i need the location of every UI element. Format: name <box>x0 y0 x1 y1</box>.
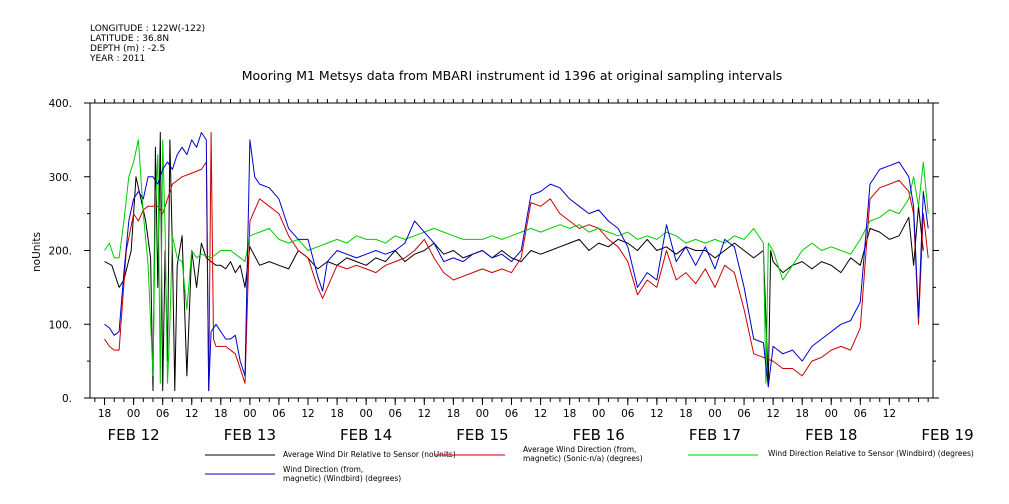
y-tick-label: 200. <box>49 246 72 258</box>
legend-label-2-line2: magnetic) (Sonic-n/a) (degrees) <box>523 454 643 463</box>
x-hour-label: 12 <box>883 408 896 420</box>
y-tick-label: 0. <box>62 393 72 405</box>
legend-label-1: Average Wind Dir Relative to Sensor (noU… <box>283 450 456 459</box>
series-layer <box>104 132 929 392</box>
x-hour-label: 12 <box>185 408 198 420</box>
x-hour-label: 18 <box>214 408 227 420</box>
x-hour-label: 00 <box>127 408 140 420</box>
x-day-label: FEB 18 <box>805 426 857 444</box>
legend: Average Wind Dir Relative to Sensor (noU… <box>205 445 974 483</box>
x-hour-label: 00 <box>708 408 721 420</box>
latitude-label: LATITUDE : 36.8N <box>90 34 169 44</box>
y-tick-label: 100. <box>49 319 72 331</box>
x-axis-ticks: 18 00 06 12 18 00 06 12 18 00 06 12 18 00 06 12 18 00 06 12… <box>94 99 974 444</box>
x-hour-label: 00 <box>476 408 489 420</box>
x-hour-label: 18 <box>563 408 576 420</box>
y-tick-label: 300. <box>49 172 72 184</box>
x-hour-label: 06 <box>156 408 170 420</box>
x-hour-label: 12 <box>534 408 547 420</box>
legend-label-2: Average Wind Direction (from, <box>523 445 636 454</box>
series-line-1 <box>104 132 924 392</box>
x-hour-label: 00 <box>592 408 605 420</box>
x-hour-label: 18 <box>679 408 692 420</box>
x-day-label: FEB 17 <box>689 426 741 444</box>
chart-title: Mooring M1 Metsys data from MBARI instru… <box>242 68 783 83</box>
x-hour-label: 18 <box>330 408 343 420</box>
x-hour-label: 06 <box>272 408 286 420</box>
x-hour-label: 00 <box>825 408 838 420</box>
legend-label-4-line2: magnetic) (Windbird) (degrees) <box>283 474 401 483</box>
x-hour-label: 06 <box>389 408 403 420</box>
series-line-3 <box>104 139 929 384</box>
y-tick-label: 400. <box>49 98 72 110</box>
x-day-label: FEB 14 <box>340 426 392 444</box>
x-day-label: FEB 15 <box>456 426 508 444</box>
x-hour-label: 18 <box>98 408 111 420</box>
x-hour-label: 18 <box>796 408 809 420</box>
series-line-2 <box>104 132 929 392</box>
x-hour-label: 00 <box>359 408 372 420</box>
x-hour-label: 06 <box>737 408 751 420</box>
x-hour-label: 00 <box>243 408 256 420</box>
x-day-label: FEB 16 <box>573 426 625 444</box>
legend-label-4: Wind Direction (from, <box>283 465 363 474</box>
longitude-label: LONGITUDE : 122W(-122) <box>90 24 205 34</box>
y-axis-label: noUnits <box>31 232 43 272</box>
x-hour-label: 12 <box>650 408 663 420</box>
x-hour-label: 06 <box>854 408 868 420</box>
x-hour-label: 18 <box>447 408 460 420</box>
x-hour-label: 12 <box>766 408 779 420</box>
x-day-label: FEB 12 <box>107 426 159 444</box>
x-hour-label: 12 <box>418 408 431 420</box>
x-hour-label: 06 <box>505 408 519 420</box>
depth-label: DEPTH (m) : -2.5 <box>90 44 165 54</box>
y-axis-ticks: 0. 100. 200. 300. 400. <box>49 98 939 405</box>
x-hour-label: 12 <box>301 408 314 420</box>
x-hour-label: 06 <box>621 408 635 420</box>
series-line-4 <box>104 132 929 392</box>
x-day-label: FEB 19 <box>921 426 973 444</box>
legend-label-3: Wind Direction Relative to Sensor (Windb… <box>768 449 974 458</box>
x-day-label: FEB 13 <box>224 426 276 444</box>
year-label: YEAR : 2011 <box>89 54 145 64</box>
